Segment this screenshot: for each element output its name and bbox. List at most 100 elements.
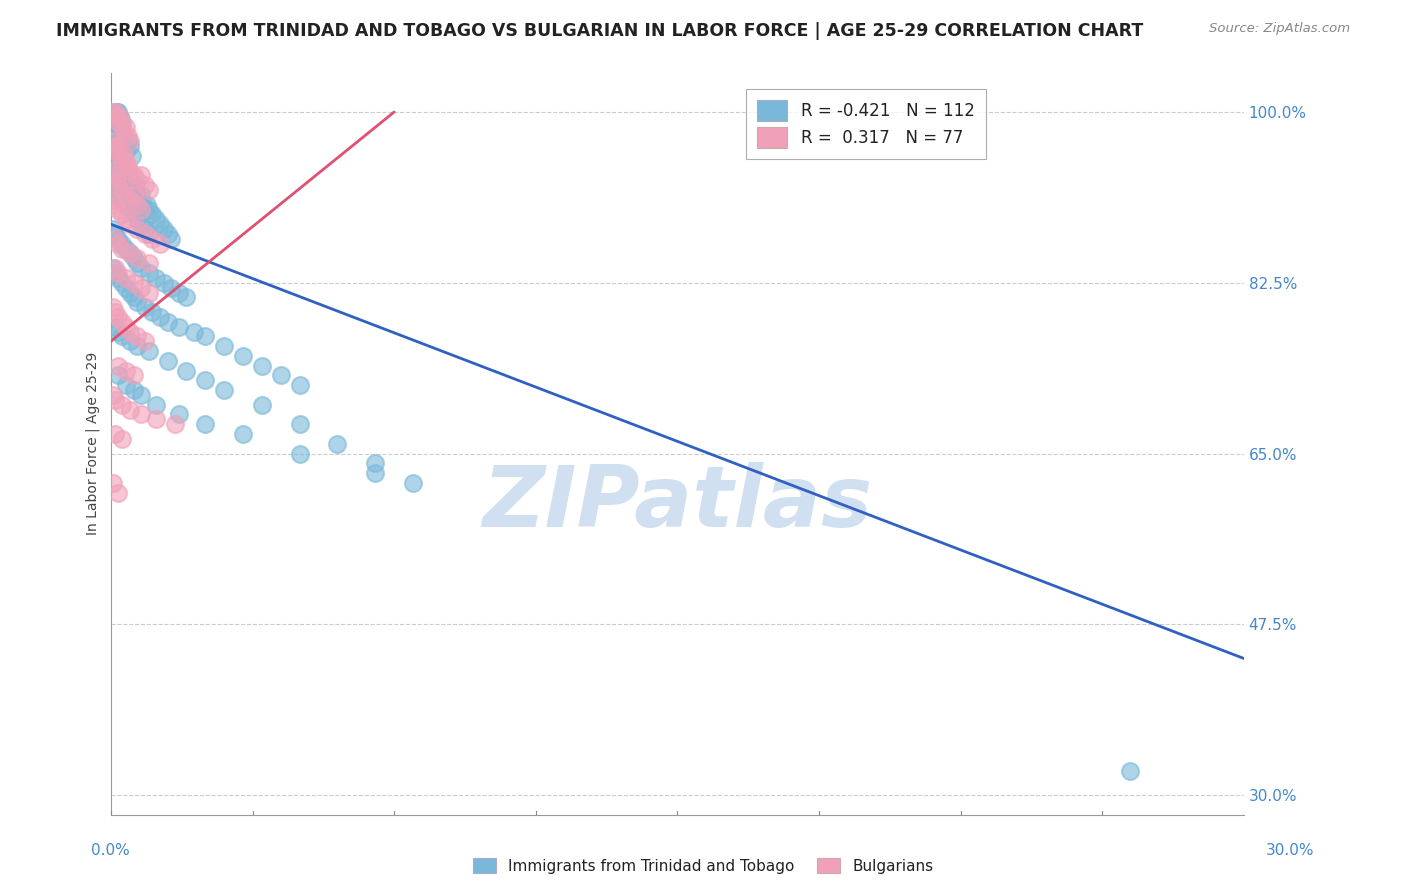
Point	[134, 178, 156, 193]
Point	[111, 120, 134, 134]
Point	[112, 163, 135, 178]
Point	[104, 197, 127, 211]
Point	[117, 159, 139, 173]
Text: ZIPatlas: ZIPatlas	[482, 461, 873, 545]
Point	[118, 202, 141, 217]
Point	[118, 325, 141, 339]
Point	[127, 329, 149, 343]
Point	[111, 315, 134, 329]
Point	[101, 124, 124, 138]
Point	[129, 261, 152, 276]
Point	[104, 392, 127, 407]
Point	[110, 124, 132, 138]
Point	[104, 139, 127, 153]
Point	[111, 115, 134, 129]
Point	[194, 417, 217, 432]
Point	[104, 266, 127, 280]
Point	[104, 153, 127, 168]
Point	[115, 319, 138, 334]
Point	[107, 188, 129, 202]
Point	[152, 276, 174, 290]
Point	[124, 178, 146, 193]
Point	[101, 144, 124, 158]
Point	[105, 105, 128, 120]
Point	[107, 105, 129, 120]
Point	[127, 339, 149, 353]
Point	[115, 197, 138, 211]
Point	[149, 217, 172, 231]
Point	[115, 378, 138, 392]
Point	[118, 134, 141, 148]
Point	[364, 456, 387, 470]
Point	[110, 149, 132, 163]
Point	[118, 402, 141, 417]
Point	[107, 359, 129, 373]
Point	[122, 188, 145, 202]
Point	[118, 169, 141, 183]
Point	[115, 212, 138, 227]
Point	[138, 227, 160, 241]
Point	[122, 276, 145, 290]
Point	[176, 290, 198, 304]
Point	[104, 261, 127, 276]
Point	[118, 163, 141, 178]
Point	[132, 197, 155, 211]
Point	[165, 417, 187, 432]
Point	[138, 183, 160, 197]
Point	[141, 305, 163, 319]
Point	[127, 295, 149, 310]
Point	[115, 242, 138, 256]
Point	[112, 124, 135, 138]
Point	[145, 398, 167, 412]
Point	[118, 285, 141, 300]
Point	[156, 227, 179, 241]
Point	[160, 280, 183, 294]
Point	[232, 427, 254, 442]
Point	[149, 236, 172, 251]
Point	[117, 134, 139, 148]
Point	[107, 368, 129, 383]
Point	[107, 310, 129, 324]
Point	[105, 173, 128, 187]
Point	[101, 115, 124, 129]
Point	[107, 178, 129, 193]
Point	[101, 388, 124, 402]
Point	[122, 252, 145, 266]
Point	[107, 325, 129, 339]
Point	[115, 271, 138, 285]
Point	[121, 149, 143, 163]
Point	[107, 139, 129, 153]
Point	[129, 202, 152, 217]
Point	[110, 163, 132, 178]
Point	[111, 159, 134, 173]
Point	[110, 110, 132, 124]
Point	[129, 169, 152, 183]
Point	[122, 183, 145, 197]
Point	[104, 232, 127, 246]
Point	[104, 227, 127, 241]
Point	[104, 105, 127, 120]
Point	[104, 178, 127, 193]
Point	[101, 105, 124, 120]
Point	[288, 446, 311, 460]
Point	[107, 236, 129, 251]
Point	[167, 285, 190, 300]
Point	[115, 188, 138, 202]
Point	[111, 153, 134, 168]
Point	[107, 129, 129, 144]
Point	[105, 110, 128, 124]
Point	[212, 383, 235, 397]
Point	[129, 188, 152, 202]
Point	[138, 256, 160, 270]
Point	[122, 383, 145, 397]
Point	[117, 129, 139, 144]
Point	[111, 329, 134, 343]
Text: Source: ZipAtlas.com: Source: ZipAtlas.com	[1209, 22, 1350, 36]
Point	[127, 256, 149, 270]
Point	[111, 183, 134, 197]
Point	[122, 207, 145, 221]
Point	[111, 398, 134, 412]
Point	[122, 368, 145, 383]
Point	[115, 363, 138, 377]
Point	[107, 153, 129, 168]
